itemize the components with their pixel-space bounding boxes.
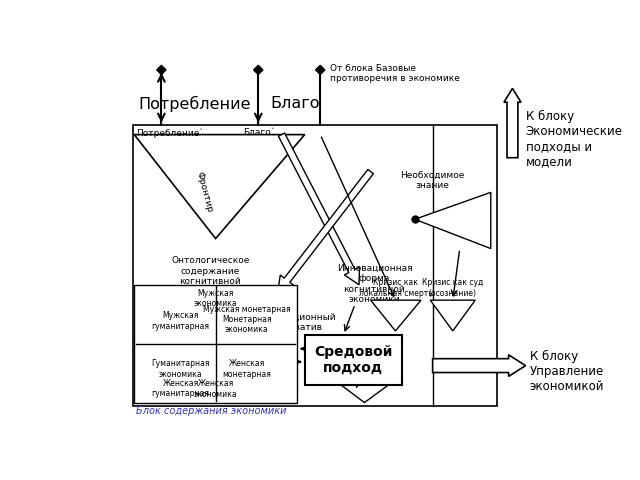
Text: Онтологическое
содержание
когнитивной
экономики: Онтологическое содержание когнитивной эк… — [171, 256, 250, 297]
Text: Средовой
подход: Средовой подход — [314, 345, 392, 375]
Bar — [134, 285, 297, 403]
Polygon shape — [336, 381, 394, 403]
Text: Мужская монетарная
Монетарная
экономика: Мужская монетарная Монетарная экономика — [203, 304, 291, 334]
Text: Женская
экономика: Женская экономика — [194, 379, 237, 399]
Bar — [305, 335, 402, 385]
FancyArrow shape — [278, 133, 360, 285]
Bar — [132, 125, 497, 406]
FancyArrow shape — [278, 169, 373, 292]
Text: Кризис как суд
(осознание): Кризис как суд (осознание) — [422, 278, 483, 298]
Text: Инновационный
дериватив: Инновационный дериватив — [258, 312, 336, 332]
Text: Потребление`: Потребление` — [136, 129, 204, 138]
Polygon shape — [430, 300, 476, 331]
Text: Инновационная
форма
когнитивной
экономики: Инновационная форма когнитивной экономик… — [337, 264, 412, 304]
Text: Женская
гуманитарная: Женская гуманитарная — [152, 379, 210, 398]
Text: Мужская
гуманитарная: Мужская гуманитарная — [152, 311, 210, 331]
FancyArrow shape — [504, 88, 521, 158]
Polygon shape — [415, 192, 491, 249]
Text: Блок содержания экономики: Блок содержания экономики — [136, 406, 286, 416]
Text: Кризис как
«вскипание» сред: Кризис как «вскипание» сред — [328, 360, 401, 380]
FancyArrow shape — [433, 355, 525, 376]
Text: Гуманитарная
экономика: Гуманитарная экономика — [152, 360, 210, 379]
Polygon shape — [253, 65, 263, 74]
Polygon shape — [157, 65, 166, 74]
Text: Женская
монетарная: Женская монетарная — [222, 360, 271, 379]
Text: Мужская
экономика: Мужская экономика — [194, 288, 237, 308]
Text: Фронтир: Фронтир — [194, 171, 214, 214]
Text: Благо: Благо — [270, 96, 319, 111]
Text: Кризис как
локальная смерть: Кризис как локальная смерть — [358, 278, 432, 298]
Polygon shape — [316, 65, 325, 74]
Text: Потребление: Потребление — [138, 96, 251, 112]
Text: К блоку
Управление
экономикой: К блоку Управление экономикой — [529, 350, 604, 393]
Text: К блоку
Экономические
подходы и
модели: К блоку Экономические подходы и модели — [525, 110, 623, 168]
Polygon shape — [371, 300, 421, 331]
Polygon shape — [134, 134, 305, 239]
Text: Необходимое
знание: Необходимое знание — [401, 171, 465, 190]
Text: От блока Базовые
противоречия в экономике: От блока Базовые противоречия в экономик… — [330, 64, 460, 83]
Text: Благо`: Благо` — [243, 129, 275, 137]
